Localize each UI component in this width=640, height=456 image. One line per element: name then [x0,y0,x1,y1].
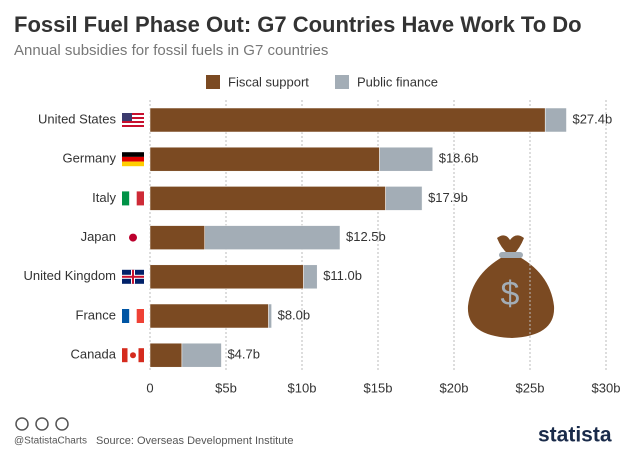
y-tick-label: Italy [92,190,116,205]
y-tick-label: Japan [81,229,116,244]
x-tick-label: $15b [364,380,393,395]
flag [122,275,144,278]
y-tick-label: Germany [63,151,117,166]
bar-segment [149,342,183,368]
x-tick-label: $5b [215,380,237,395]
y-tick-label: United States [38,111,117,126]
bar-segment [149,107,546,133]
flag [129,309,137,323]
total-label: $11.0b [323,268,362,283]
flag [122,115,144,117]
flag [122,152,144,157]
x-tick-label: $30b [592,380,621,395]
total-label: $12.5b [346,229,386,244]
chart-subtitle: Annual subsidies for fossil fuels in G7 … [14,42,328,59]
bar-segment [149,146,380,172]
legend-swatch [206,75,220,89]
bar-segment [204,225,341,250]
legend-label: Public finance [357,74,438,89]
flag [122,348,128,363]
source: Source: Overseas Development Institute [96,435,293,447]
flag [122,113,132,121]
flag [136,191,144,206]
x-tick-label: 0 [146,380,153,395]
chart-title: Fossil Fuel Phase Out: G7 Countries Have… [14,12,582,37]
bar-segment [149,264,304,290]
legend-swatch [335,75,349,89]
flag [129,191,137,206]
flag [136,309,144,323]
y-tick-label: France [76,307,116,322]
bar-segment [181,342,222,368]
y-tick-label: Canada [70,347,116,362]
bar-segment [379,146,433,172]
x-tick-label: $25b [516,380,545,395]
flag [122,117,144,119]
cc-icons [15,417,69,431]
flag [122,191,130,206]
flag [122,113,144,115]
flag [122,125,144,127]
bar-segment [303,264,318,290]
flag [138,348,144,363]
bar-segment [268,303,272,329]
x-tick-label: $10b [288,380,317,395]
flag [122,123,144,125]
bag-symbol: $ [501,275,520,313]
total-label: $4.7b [227,347,260,362]
legend-label: Fiscal support [228,74,309,89]
bar-segment [544,107,567,133]
total-label: $17.9b [428,190,468,205]
money-bag [467,235,555,338]
flag [129,233,137,242]
flag [122,161,144,167]
handle: @StatistaCharts [14,436,87,447]
brand-logo: statista [538,424,612,447]
flag [122,119,144,121]
flag [130,352,136,359]
total-label: $18.6b [439,151,479,166]
total-label: $27.4b [572,111,612,126]
flag [122,121,144,123]
y-tick-label: United Kingdom [24,268,117,283]
bar-segment [149,303,269,329]
x-tick-label: $20b [440,380,469,395]
bar-segment [385,186,423,211]
total-label: $8.0b [278,307,311,322]
flag [122,156,144,162]
bar-segment [149,186,386,211]
bar-segment [149,225,205,250]
flag [122,309,130,323]
